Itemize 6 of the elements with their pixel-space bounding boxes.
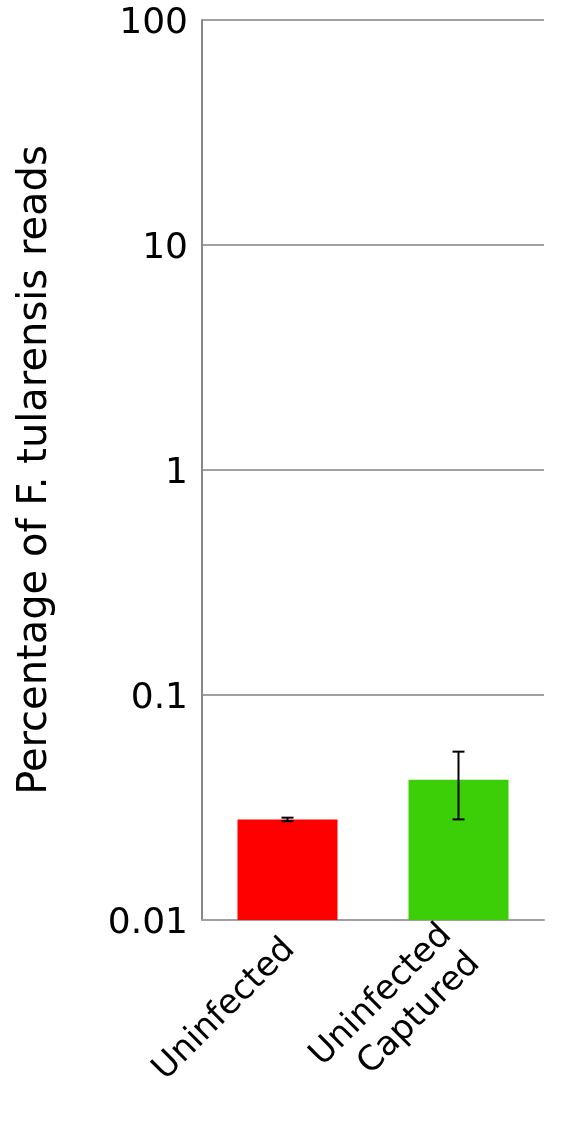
y-axis-title: Percentage of F. tularensis reads [9, 145, 55, 795]
y-tick-label: 100 [119, 0, 188, 41]
y-tick-label: 1 [165, 449, 188, 491]
y-tick-label: 10 [142, 224, 188, 266]
y-tick-label: 0.1 [130, 674, 188, 716]
y-tick-label: 0.01 [107, 899, 188, 941]
